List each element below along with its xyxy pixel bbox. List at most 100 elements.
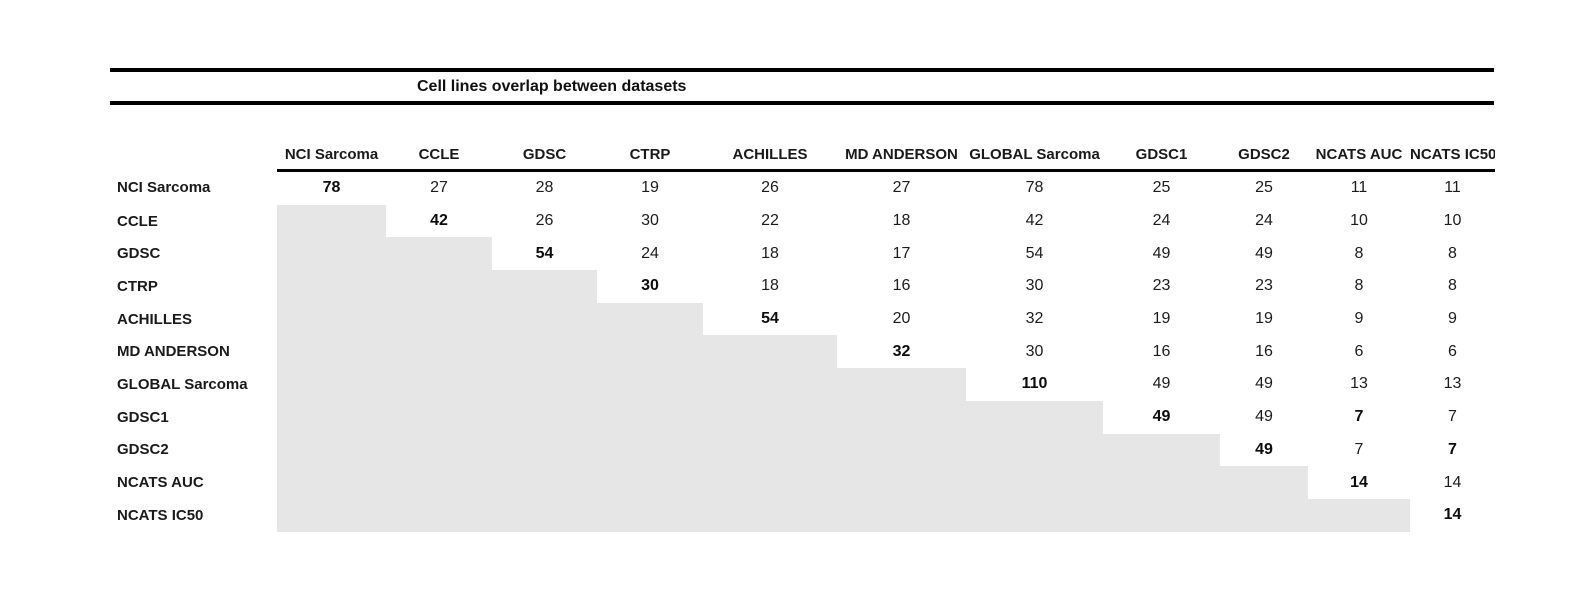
overlap-matrix-table: NCI Sarcoma CCLE GDSC CTRP ACHILLES MD ANDERS… [110, 140, 1495, 532]
matrix-row-global-sarcoma: GLOBAL Sarcoma 110 49 49 13 13 [110, 368, 1495, 401]
matrix-cell-md-anderson-x-gdsc2: 16 [1255, 342, 1273, 360]
matrix-cell-gdsc-x-gdsc: 54 [535, 244, 554, 262]
matrix-cell-ccle-x-gdsc2: 24 [1255, 212, 1273, 230]
matrix-cell-gdsc-x-gdsc1: 49 [1152, 244, 1171, 262]
row-header-md-anderson: MD ANDERSON [117, 343, 230, 361]
matrix-row-gdsc: GDSC 54 24 18 17 54 49 49 8 8 [110, 237, 1495, 271]
matrix-cell-ncats-ic50-x-global-sarcoma [966, 498, 1103, 532]
column-header-gdsc: GDSC [492, 140, 597, 172]
column-header-global-sarcoma: GLOBAL Sarcoma [966, 140, 1103, 172]
title-bottom-rule [110, 101, 1494, 105]
matrix-cell-gdsc1-x-ncats-ic50: 7 [1448, 408, 1457, 426]
matrix-cell-ccle-x-nci-sarcoma [277, 204, 386, 238]
matrix-cell-ncats-auc-x-gdsc [492, 466, 597, 499]
matrix-cell-gdsc-x-md-anderson: 17 [892, 244, 911, 262]
matrix-cell-gdsc2-x-ccle [386, 433, 492, 467]
matrix-cell-ncats-auc-x-ctrp [597, 466, 703, 499]
column-header-ncats-auc: NCATS AUC [1308, 140, 1410, 172]
matrix-cell-ctrp-x-gdsc1: 23 [1152, 277, 1171, 295]
column-header-ncats-ic50: NCATS IC50 [1410, 140, 1495, 172]
matrix-cell-md-anderson-x-ctrp [597, 335, 703, 369]
matrix-cell-gdsc-x-gdsc2: 49 [1255, 244, 1273, 262]
matrix-cell-ccle-x-ctrp: 30 [641, 212, 659, 230]
row-header-achilles: ACHILLES [117, 310, 192, 328]
matrix-cell-gdsc2-x-ncats-auc: 7 [1354, 440, 1364, 458]
matrix-cell-ctrp-x-ncats-ic50: 8 [1448, 277, 1457, 295]
matrix-cell-achilles-x-gdsc1: 19 [1152, 310, 1171, 328]
matrix-cell-gdsc-x-global-sarcoma: 54 [1025, 244, 1044, 262]
matrix-cell-ncats-ic50-x-ctrp [597, 498, 703, 532]
matrix-row-nci-sarcoma: NCI Sarcoma 78 27 28 19 26 27 78 25 25 11 11 [110, 171, 1495, 205]
matrix-cell-achilles-x-md-anderson: 20 [892, 310, 911, 328]
matrix-cell-achilles-x-ncats-ic50: 9 [1448, 310, 1457, 328]
matrix-cell-global-sarcoma-x-ncats-ic50: 13 [1443, 375, 1462, 393]
matrix-cell-gdsc-x-ncats-ic50: 8 [1448, 244, 1457, 262]
matrix-cell-gdsc2-x-gdsc1 [1103, 433, 1220, 467]
matrix-cell-nci-sarcoma-x-ncats-auc: 11 [1350, 179, 1368, 197]
matrix-cell-nci-sarcoma-x-ctrp: 19 [641, 179, 659, 197]
matrix-cell-global-sarcoma-x-ctrp [597, 368, 703, 401]
matrix-cell-gdsc2-x-achilles [703, 433, 837, 467]
matrix-cell-ncats-auc-x-gdsc1 [1103, 466, 1220, 499]
matrix-cell-ncats-ic50-x-nci-sarcoma [277, 498, 386, 532]
matrix-cell-ccle-x-global-sarcoma: 42 [1025, 212, 1044, 230]
matrix-cell-md-anderson-x-md-anderson: 32 [892, 342, 911, 360]
matrix-cell-gdsc1-x-nci-sarcoma [277, 400, 386, 434]
matrix-row-ccle: CCLE 42 26 30 22 18 42 24 24 10 10 [110, 204, 1495, 238]
row-header-gdsc2: GDSC2 [117, 441, 169, 459]
row-header-gdsc1: GDSC1 [117, 408, 169, 426]
matrix-cell-ctrp-x-gdsc [492, 270, 597, 303]
matrix-cell-md-anderson-x-ccle [386, 335, 492, 369]
row-header-ccle: CCLE [117, 212, 158, 230]
matrix-cell-gdsc1-x-gdsc1: 49 [1152, 408, 1171, 426]
matrix-cell-md-anderson-x-global-sarcoma: 30 [1025, 342, 1044, 360]
matrix-cell-ncats-ic50-x-ncats-auc [1308, 498, 1410, 532]
matrix-cell-gdsc-x-ctrp: 24 [641, 244, 659, 262]
matrix-cell-gdsc-x-achilles: 18 [761, 244, 779, 262]
matrix-cell-ncats-auc-x-gdsc2 [1220, 466, 1308, 499]
matrix-cell-ctrp-x-nci-sarcoma [277, 270, 386, 303]
matrix-cell-gdsc1-x-ccle [386, 400, 492, 434]
matrix-cell-ncats-auc-x-ncats-auc: 14 [1350, 473, 1368, 491]
matrix-cell-ncats-ic50-x-achilles [703, 498, 837, 532]
matrix-body: NCI Sarcoma 78 27 28 19 26 27 78 25 25 11 11 CCLE 42 2… [110, 171, 1495, 532]
row-header-ctrp: CTRP [117, 277, 158, 295]
column-header-md-anderson: MD ANDERSON [837, 140, 966, 172]
matrix-row-md-anderson: MD ANDERSON 32 30 16 16 6 6 [110, 335, 1495, 369]
matrix-cell-gdsc2-x-gdsc2: 49 [1255, 440, 1273, 458]
matrix-cell-gdsc-x-nci-sarcoma [277, 237, 386, 271]
column-header-gdsc2: GDSC2 [1220, 140, 1308, 172]
matrix-cell-gdsc1-x-ncats-auc: 7 [1354, 408, 1364, 426]
matrix-cell-md-anderson-x-achilles [703, 335, 837, 369]
matrix-cell-ctrp-x-achilles: 18 [761, 277, 779, 295]
matrix-cell-gdsc2-x-ctrp [597, 433, 703, 467]
matrix-cell-gdsc2-x-md-anderson [837, 433, 966, 467]
matrix-row-ctrp: CTRP 30 18 16 30 23 23 8 8 [110, 270, 1495, 303]
column-header-ccle: CCLE [386, 140, 492, 172]
matrix-cell-achilles-x-nci-sarcoma [277, 302, 386, 336]
matrix-cell-ctrp-x-ctrp: 30 [641, 277, 659, 295]
row-header-gdsc: GDSC [117, 245, 161, 263]
matrix-cell-nci-sarcoma-x-global-sarcoma: 78 [1025, 179, 1044, 197]
matrix-cell-gdsc1-x-gdsc2: 49 [1255, 408, 1273, 426]
matrix-cell-global-sarcoma-x-nci-sarcoma [277, 368, 386, 401]
matrix-cell-gdsc2-x-ncats-ic50: 7 [1448, 440, 1457, 458]
matrix-cell-ctrp-x-md-anderson: 16 [892, 277, 911, 295]
column-header-nci-sarcoma: NCI Sarcoma [277, 140, 386, 172]
matrix-cell-nci-sarcoma-x-nci-sarcoma: 78 [322, 179, 341, 197]
matrix-cell-gdsc1-x-md-anderson [837, 400, 966, 434]
row-header-ncats-ic50: NCATS IC50 [117, 506, 204, 524]
matrix-cell-ncats-auc-x-md-anderson [837, 466, 966, 499]
matrix-row-ncats-ic50: NCATS IC50 14 [110, 498, 1495, 532]
column-header-achilles: ACHILLES [703, 140, 837, 172]
matrix-row-gdsc2: GDSC2 49 7 7 [110, 433, 1495, 467]
matrix-cell-global-sarcoma-x-gdsc1: 49 [1152, 375, 1171, 393]
matrix-cell-ccle-x-md-anderson: 18 [892, 212, 911, 230]
matrix-cell-md-anderson-x-nci-sarcoma [277, 335, 386, 369]
table-title: Cell lines overlap between datasets [417, 78, 687, 95]
matrix-cell-ncats-ic50-x-md-anderson [837, 498, 966, 532]
matrix-cell-achilles-x-ccle [386, 302, 492, 336]
matrix-cell-ncats-auc-x-achilles [703, 466, 837, 499]
matrix-cell-gdsc-x-ncats-auc: 8 [1354, 244, 1364, 262]
matrix-cell-achilles-x-global-sarcoma: 32 [1025, 310, 1044, 328]
